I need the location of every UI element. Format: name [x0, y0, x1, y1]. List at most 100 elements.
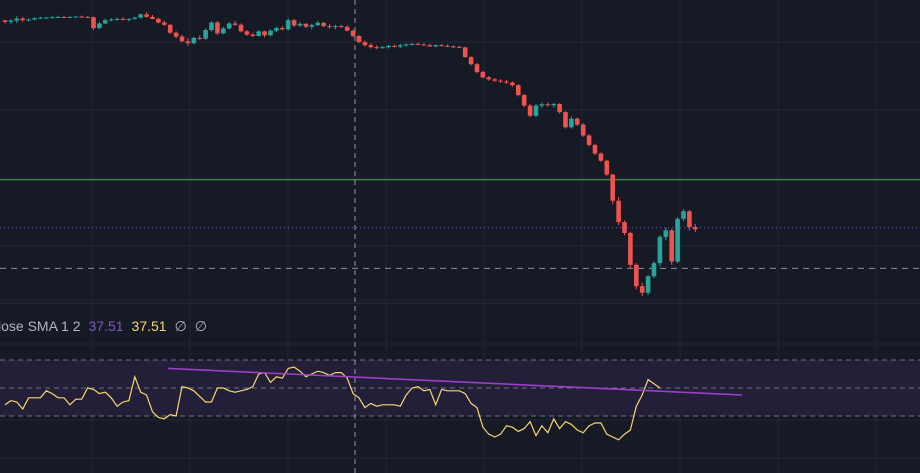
candle [687, 209, 692, 231]
candle-body [114, 18, 120, 20]
candle [297, 22, 303, 28]
candle [120, 17, 126, 21]
candle-body [20, 18, 25, 21]
candle [368, 43, 374, 49]
candle [356, 34, 362, 44]
candle [238, 23, 244, 33]
candle [545, 102, 551, 107]
candle [492, 77, 497, 82]
candle [97, 21, 102, 30]
candle [339, 24, 344, 28]
candle [108, 17, 114, 22]
candle-body [457, 46, 462, 48]
candle-body [575, 118, 580, 125]
candle-body [32, 18, 37, 20]
candle-body [120, 18, 126, 20]
candle [150, 14, 155, 20]
candle [144, 12, 149, 18]
candle [244, 30, 250, 36]
candle [462, 46, 468, 58]
candle [575, 117, 580, 126]
candle-body [409, 43, 415, 45]
candlestick-series [2, 12, 698, 296]
candle-body [362, 42, 368, 46]
candle-body [451, 46, 456, 48]
candle [262, 30, 267, 38]
candle-body [97, 23, 102, 29]
candle-body [533, 105, 539, 116]
candle [321, 21, 326, 28]
candle [327, 24, 332, 29]
candle [693, 223, 698, 232]
candle-body [297, 23, 303, 26]
candle-body [197, 37, 202, 39]
candle-body [598, 153, 604, 161]
candle-body [162, 22, 167, 25]
candle [209, 21, 214, 32]
candle-body [527, 105, 533, 116]
candle-body [250, 34, 256, 36]
candle [569, 116, 574, 129]
candle [628, 231, 633, 269]
indicator-legend[interactable]: lose SMA 1 2 37.51 37.51 ∅ ∅ [0, 316, 207, 336]
candle-body [687, 211, 692, 228]
candle-body [85, 16, 90, 18]
candle [126, 18, 132, 22]
candle [291, 18, 297, 27]
candle-body [498, 80, 503, 82]
trend-line[interactable] [167, 367, 743, 396]
candle-body [350, 30, 356, 36]
candle-body [415, 43, 421, 45]
candle-body [73, 16, 79, 18]
candle [474, 62, 480, 74]
candle-body [569, 118, 574, 128]
candle-body [663, 230, 669, 237]
candle-body [61, 16, 67, 18]
candle-body [356, 35, 362, 43]
candle-body [14, 18, 20, 21]
candle-body [474, 64, 480, 73]
candle-body [539, 104, 545, 106]
candle [138, 13, 143, 19]
candle [592, 143, 598, 156]
candle [44, 16, 49, 19]
candle-body [315, 22, 320, 26]
candle [38, 16, 43, 20]
candle [445, 44, 450, 48]
candle [132, 16, 138, 20]
candle-body [173, 32, 179, 37]
candle-body [433, 45, 438, 47]
price-levels [0, 179, 920, 269]
candle-body [38, 17, 43, 19]
candle-body [510, 82, 515, 86]
candle-body [557, 103, 562, 113]
candle-body [327, 26, 332, 28]
candle-body [232, 23, 238, 25]
candle [539, 102, 545, 108]
candle [374, 45, 379, 50]
candle [468, 56, 474, 66]
candle [250, 32, 256, 37]
candle-body [156, 18, 161, 23]
candle-body [91, 17, 96, 29]
candle [20, 16, 25, 22]
candle-body [669, 230, 674, 262]
candle [67, 16, 73, 18]
candle [604, 159, 610, 177]
candle [386, 44, 391, 49]
candle-body [333, 26, 338, 28]
candle-body [2, 20, 8, 22]
candle [280, 26, 285, 31]
candle [533, 103, 539, 118]
candle-body [693, 227, 698, 230]
candle [2, 20, 8, 24]
candle [179, 34, 185, 43]
candle-body [179, 36, 185, 42]
candle-body [280, 28, 285, 30]
candle [610, 173, 615, 205]
candle-body [150, 16, 155, 19]
candle-body [44, 17, 49, 19]
candle [49, 16, 55, 19]
candle [55, 15, 61, 18]
